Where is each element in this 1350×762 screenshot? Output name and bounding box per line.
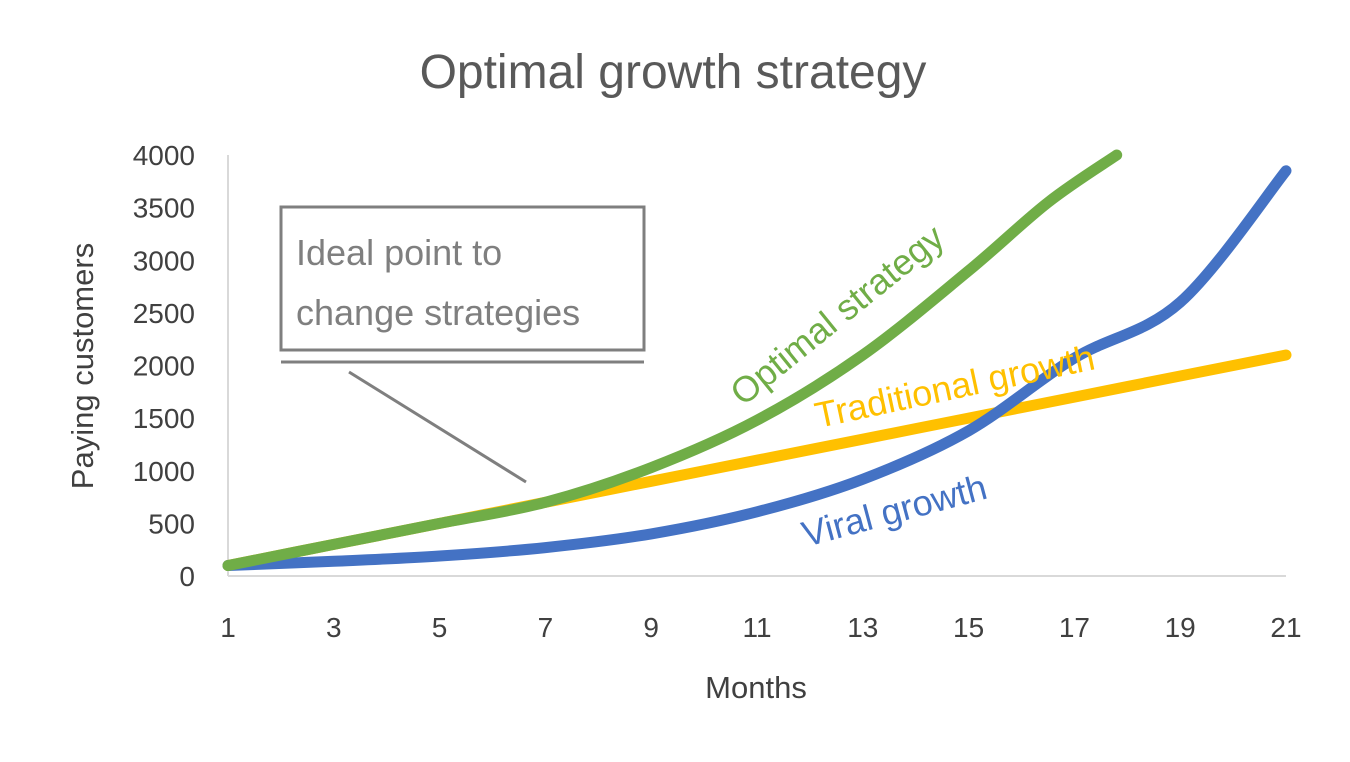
optimal-strategy-line [222,149,1123,571]
y-axis-label: Paying customers [65,243,100,489]
x-tick-label: 17 [1059,612,1090,643]
x-tick-labels: 1 3 5 7 9 11 13 15 17 19 21 [220,612,1301,643]
callout: Ideal point to change strategies [279,205,646,484]
y-tick-label: 1000 [133,456,195,487]
x-tick-label: 21 [1270,612,1301,643]
callout-box [279,205,646,352]
y-tick-label: 4000 [133,140,195,171]
x-tick-label: 11 [742,612,771,643]
callout-line-2: change strategies [296,292,580,333]
y-tick-label: 0 [179,561,195,592]
y-tick-label: 1500 [133,403,195,434]
x-axis-label: Months [705,670,807,705]
y-tick-label: 2500 [133,298,195,329]
x-tick-label: 7 [538,612,554,643]
y-tick-labels: 0 500 1000 1500 2000 2500 3000 3500 4000 [133,140,195,592]
callout-line-1: Ideal point to [296,232,502,273]
x-tick-label: 3 [326,612,342,643]
y-tick-label: 3000 [133,245,195,276]
x-tick-label: 13 [847,612,878,643]
y-tick-label: 500 [148,508,195,539]
viral-growth-label: Viral growth [797,466,991,555]
x-tick-label: 9 [643,612,659,643]
x-tick-label: 1 [220,612,236,643]
x-tick-label: 15 [953,612,984,643]
x-tick-label: 5 [432,612,448,643]
viral-growth-line [222,165,1292,571]
series-lines [222,149,1292,571]
callout-leader [348,370,527,484]
chart-title: Optimal growth strategy [420,46,927,99]
y-tick-label: 2000 [133,351,195,382]
y-tick-label: 3500 [133,193,195,224]
x-tick-label: 19 [1165,612,1196,643]
